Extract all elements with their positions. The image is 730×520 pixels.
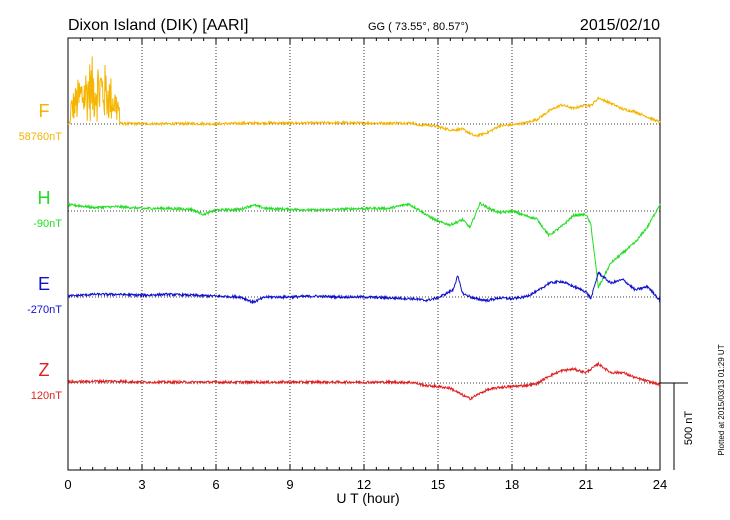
trace-H bbox=[67, 201, 661, 289]
x-tick-label-15: 15 bbox=[431, 477, 445, 492]
x-tick-label-12: 12 bbox=[357, 477, 371, 492]
x-tick-label-18: 18 bbox=[505, 477, 519, 492]
scale-bar-label: 500 nT bbox=[683, 411, 695, 446]
x-tick-label-21: 21 bbox=[579, 477, 593, 492]
baseline-value-Z: 120nT bbox=[31, 390, 62, 402]
baseline-value-H: -90nT bbox=[33, 218, 62, 230]
x-tick-label-0: 0 bbox=[64, 477, 71, 492]
date-label: 2015/02/10 bbox=[580, 17, 660, 34]
trace-F bbox=[67, 56, 661, 139]
component-name-E: E bbox=[38, 274, 50, 294]
trace-Z bbox=[67, 361, 661, 401]
component-name-H: H bbox=[38, 188, 51, 208]
grid-lines bbox=[68, 38, 660, 470]
x-axis-label: U T (hour) bbox=[336, 490, 399, 506]
component-name-Z: Z bbox=[39, 360, 50, 380]
x-tick-label-24: 24 bbox=[653, 477, 667, 492]
plotted-note: Plotted at 2015/03/13 01:29 UT bbox=[717, 344, 726, 455]
station-title: Dixon Island (DIK) [AARI] bbox=[68, 17, 249, 34]
x-tick-label-3: 3 bbox=[138, 477, 145, 492]
component-name-F: F bbox=[39, 101, 50, 121]
x-tick-label-9: 9 bbox=[286, 477, 293, 492]
baseline-value-F: 58760nT bbox=[19, 131, 63, 143]
component-labels: F 58760nT H -90nT E -270nT Z 120nT bbox=[19, 101, 63, 402]
data-traces bbox=[67, 56, 661, 401]
coords-label: GG ( 73.55°, 80.57°) bbox=[368, 21, 469, 33]
scale-bar: 500 nT bbox=[660, 382, 695, 470]
axis-ticks: 0 3 6 9 12 15 18 21 24 bbox=[64, 38, 667, 492]
x-tick-label-6: 6 bbox=[212, 477, 219, 492]
trace-E bbox=[67, 271, 661, 305]
baseline-value-E: -270nT bbox=[27, 304, 62, 316]
